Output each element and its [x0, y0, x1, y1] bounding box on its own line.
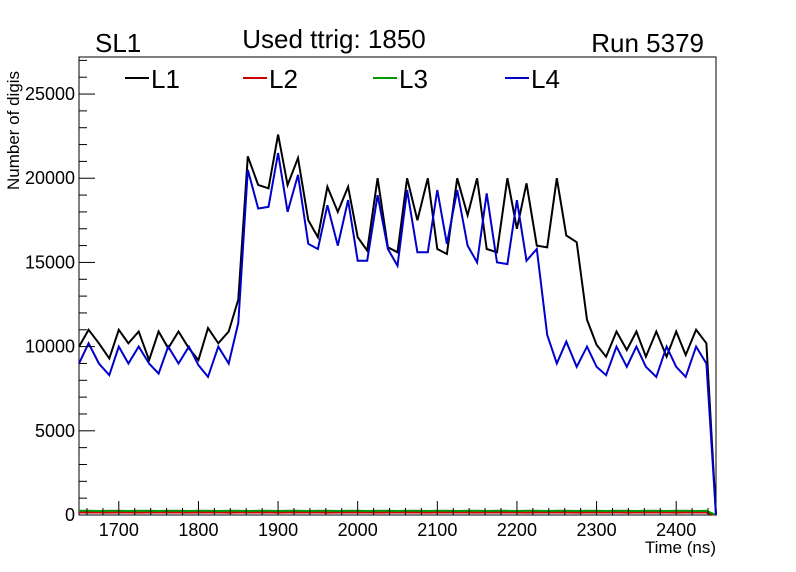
legend-label-l1: L1 — [151, 64, 180, 94]
x-tick-label: 1900 — [258, 520, 298, 540]
x-tick-label: 2300 — [577, 520, 617, 540]
legend: L1 L2 L3 L4 — [125, 64, 560, 94]
y-tick-label: 0 — [65, 505, 75, 525]
legend-label-l2: L2 — [269, 64, 298, 94]
legend-label-l4: L4 — [531, 64, 560, 94]
legend-label-l3: L3 — [399, 64, 428, 94]
plot-frame — [78, 56, 717, 516]
x-axis-label: Time (ns) — [645, 538, 716, 557]
y-axis: 0 5000 10000 15000 20000 25000 — [25, 59, 95, 525]
y-tick-label: 10000 — [25, 337, 75, 357]
x-tick-label: 1700 — [99, 520, 139, 540]
chart-subtitle-right: Run 5379 — [591, 28, 704, 58]
y-axis-label: Number of digis — [4, 71, 23, 190]
plot-area-border — [78, 56, 717, 516]
y-tick-label: 25000 — [25, 84, 75, 104]
y-tick-label: 20000 — [25, 168, 75, 188]
chart-subtitle-left: SL1 — [95, 28, 141, 58]
series-line-l4 — [78, 152, 717, 516]
x-tick-label: 2200 — [497, 520, 537, 540]
chart-title: Used ttrig: 1850 — [242, 24, 426, 54]
y-tick-label: 5000 — [35, 421, 75, 441]
x-tick-label: 2400 — [656, 520, 696, 540]
series-layer — [78, 134, 717, 516]
x-tick-label: 1800 — [178, 520, 218, 540]
y-tick-label: 15000 — [25, 252, 75, 272]
series-line-l2 — [79, 511, 717, 516]
series-line-l3 — [79, 509, 717, 516]
series-line-l1 — [78, 134, 717, 516]
x-tick-label: 2100 — [417, 520, 457, 540]
x-tick-label: 2000 — [338, 520, 378, 540]
x-axis: 1700 1800 1900 2000 2100 2200 2300 2400 — [86, 501, 709, 540]
